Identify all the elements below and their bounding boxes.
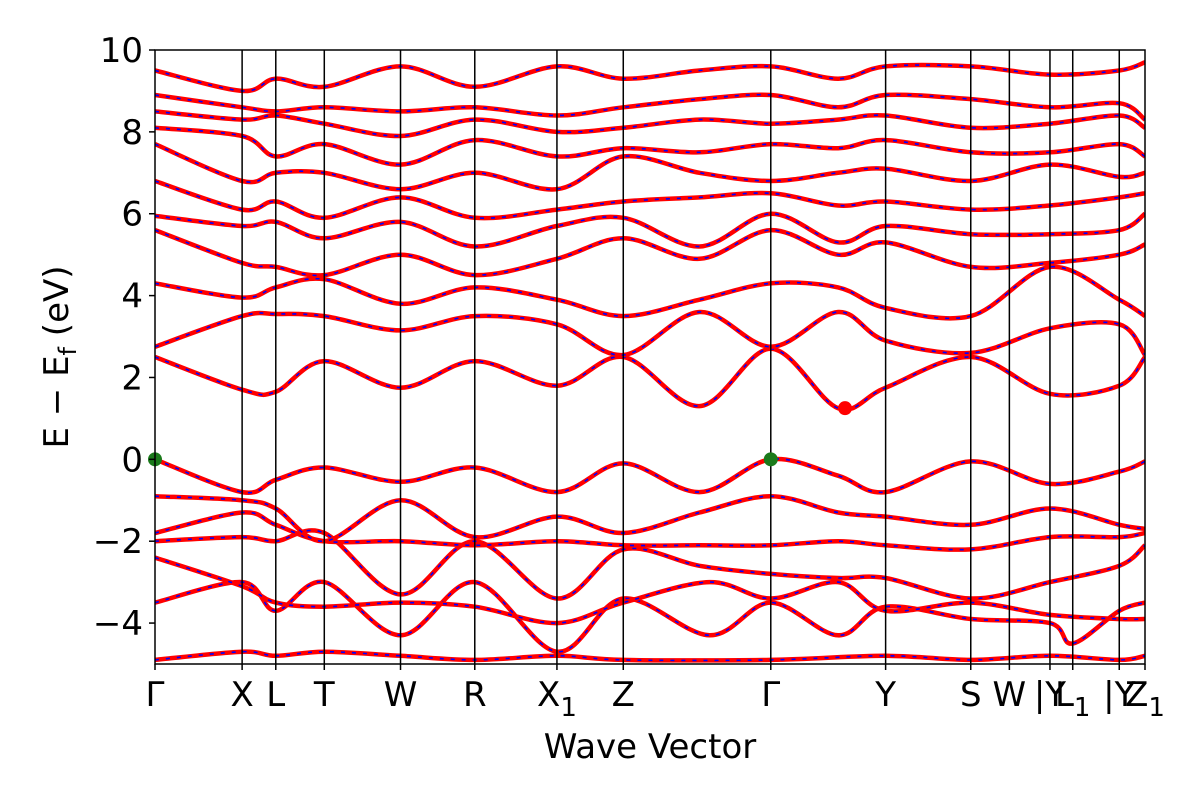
x-tick-label-12: |Y [1034, 675, 1066, 715]
band-line-17 [155, 60, 1145, 94]
band-line-dashed-8 [155, 311, 1145, 356]
band-line-dashed-10 [155, 229, 1145, 277]
x-tick-label-6: X1 [537, 675, 577, 723]
band-line-dashed-0 [155, 650, 1145, 662]
band-lines [155, 60, 1145, 663]
band-line-5 [155, 493, 1145, 544]
x-tick-label-13: L1 [1055, 675, 1091, 723]
vbm-point-1 [763, 452, 778, 467]
band-line-11 [155, 211, 1145, 249]
y-tick-label-7: 10 [100, 31, 143, 71]
band-line-6 [155, 456, 1145, 495]
band-line-15 [155, 109, 1145, 139]
kpoint-separators [241, 50, 1121, 664]
band-line-dashed-9 [155, 266, 1145, 320]
y-tick-label-3: 2 [121, 358, 143, 398]
y-axis-title-unit: (eV) [37, 265, 77, 347]
cbm-point-2 [838, 401, 853, 416]
y-axis-title-subscript: f [54, 346, 82, 355]
x-tick-label-5: R [463, 675, 487, 715]
band-line-dashed-14 [155, 127, 1145, 166]
y-tick-label-5: 6 [121, 195, 143, 235]
band-line-dashed-5 [155, 495, 1145, 543]
y-axis-title-main: E − E [37, 355, 77, 448]
x-tick-label-1: X [230, 675, 253, 715]
band-line-dashed-11 [155, 212, 1145, 248]
band-line-dashed-7 [155, 347, 1145, 411]
y-axis-title: E − Ef (eV) [37, 265, 82, 448]
band-line-dashed-4 [155, 511, 1145, 551]
x-tick-label-2: L [266, 675, 285, 715]
band-line-dashed-2 [155, 556, 1145, 624]
x-tick-label-3: T [313, 675, 335, 715]
x-tick-label-4: W [384, 675, 418, 715]
x-tick-label-8: Γ [761, 675, 780, 715]
x-tick-label-14: |Y [1103, 675, 1135, 715]
y-tick-label-2: 0 [121, 440, 143, 480]
band-line-dashed-1 [155, 581, 1145, 653]
x-tick-label-7: Z [612, 675, 635, 715]
band-line-dashed-12 [155, 180, 1145, 219]
x-axis-title: Wave Vector [544, 727, 756, 767]
band-line-16 [155, 92, 1145, 122]
y-tick-label-6: 8 [121, 113, 143, 153]
band-line-dashed-15 [155, 110, 1145, 137]
y-axis-ticks: −4 −2 0 2 4 6 8 10 [93, 31, 155, 644]
x-tick-label-0: Γ [146, 675, 165, 715]
plot-frame [154, 49, 1146, 665]
x-tick-label-10: S [960, 675, 982, 715]
band-line-7 [155, 346, 1145, 412]
x-tick-label-11: W [993, 675, 1027, 715]
band-line-0 [155, 649, 1145, 663]
band-extrema-points [148, 401, 853, 467]
band-line-8 [155, 309, 1145, 358]
x-axis-ticks: Γ X L T W R X1 Z Γ Y S W |YL1 |YZ1 [146, 664, 1165, 723]
y-tick-label-4: 4 [121, 277, 143, 317]
band-line-dashed-16 [155, 93, 1145, 121]
y-tick-label-1: −2 [93, 522, 143, 562]
y-tick-label-0: −4 [93, 604, 143, 644]
band-line-dashed-13 [155, 143, 1145, 191]
band-line-1 [155, 579, 1145, 654]
band-line-dashed-3 [155, 529, 1145, 600]
x-tick-label-15: Z1 [1125, 675, 1165, 723]
x-tick-label-9: Y [874, 675, 896, 715]
